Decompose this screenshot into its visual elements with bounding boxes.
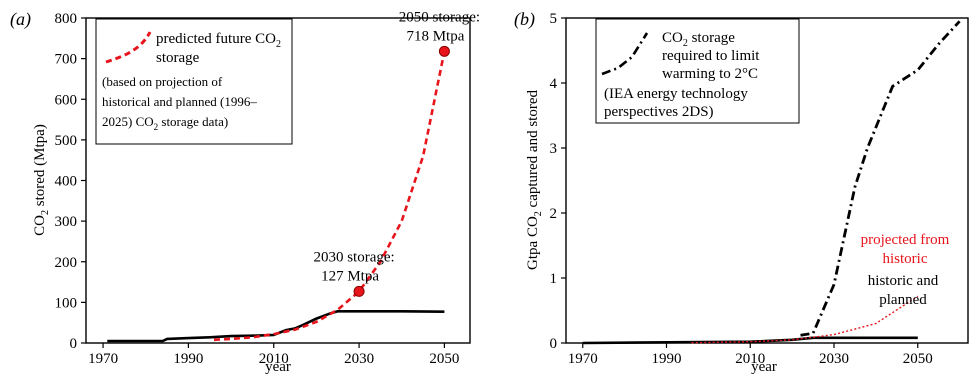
panel-b-series-historic-and-planned — [582, 336, 918, 345]
annotation-point-2050 — [438, 45, 450, 57]
panel-b-series-labels: projected from historic historic and pla… — [861, 232, 950, 308]
panel-a-y-tick-label-200: 200 — [55, 255, 78, 271]
panel-b-y-tick-label-4: 4 — [550, 76, 558, 92]
panel-a-x-tick-label-1970: 1970 — [88, 351, 118, 367]
panel-a-y-tick-label-500: 500 — [55, 133, 78, 149]
a-ylabel-post: stored (Mtpa) — [32, 124, 48, 210]
panel-b-x-tick-label-2010: 2010 — [735, 351, 765, 367]
panel-a-legend: predicted future CO2 storage (based on p… — [95, 18, 293, 145]
panel-b-label: (b) — [514, 9, 535, 30]
panel-b: (b) Gtpa CO2 captured and stored year CO… — [514, 9, 969, 375]
b-ylabel-pre: Gtpa CO — [525, 216, 541, 270]
panel-a-y-tick-label-0: 0 — [70, 336, 78, 352]
panel-a-legend-box — [95, 18, 293, 145]
panel-a-y-tick-label-300: 300 — [55, 214, 78, 230]
panel-b-x-tick-label-2030: 2030 — [819, 351, 849, 367]
panel-b-y-tick-label-2: 2 — [550, 206, 558, 222]
panel-a-legend-note-line3: 2025) CO2 storage data) — [102, 114, 228, 132]
panel-b-y-tick-label-0: 0 — [550, 336, 558, 352]
panel-a-annotations: 2030 storage: 127 Mtpa 2050 storage: 718 Mt… — [313, 9, 480, 297]
panel-b-legend-note-line1: (IEA energy technology — [604, 86, 748, 102]
panel-a-legend-entry-line1: predicted future CO2 — [156, 31, 281, 50]
panel-a-legend-note-line2: historical and planned (1996– — [102, 94, 257, 109]
panel-a-legend-note-line1: (based on projection of — [102, 74, 223, 89]
projected-label-line1: projected from — [861, 232, 950, 248]
panel-a-legend-swatch — [105, 31, 152, 64]
panel-b-series-iea-2ds — [800, 20, 961, 337]
annotation-point-2030 — [353, 285, 365, 297]
panel-b-legend-note-line2: perspectives 2DS) — [604, 104, 714, 120]
annotation-2050-line2: 718 Mtpa — [406, 28, 464, 44]
b-legend-1-post: storage — [688, 30, 735, 46]
panel-a-series — [107, 51, 446, 343]
panel-b-y-tick-label-1: 1 — [550, 271, 558, 287]
panel-a-y-tick-label-800: 800 — [55, 11, 78, 27]
panel-b-plot-frame — [565, 17, 969, 344]
panel-b-y-axis-title: Gtpa CO2 captured and stored — [525, 90, 544, 270]
panel-a-y-tick-label-100: 100 — [55, 295, 78, 311]
annotation-2030-line1: 2030 storage: — [313, 249, 394, 265]
panel-b-x-axis-title: year — [751, 359, 777, 375]
panel-a-x-tick-label-2030: 2030 — [344, 351, 374, 367]
panel-b-series-projected — [691, 295, 919, 344]
panel-a-x-axis-title: year — [265, 359, 291, 375]
panel-b-y-tick-label-3: 3 — [550, 141, 558, 157]
panel-a: (a) CO2 stored (Mtpa) year predicted fut… — [10, 9, 480, 375]
panel-a-x-tick-label-2010: 2010 — [259, 351, 289, 367]
panel-a-y-tick-label-400: 400 — [55, 174, 78, 190]
b-ylabel-sub: 2 — [533, 211, 544, 216]
a-note-3-sub: 2 — [154, 122, 159, 132]
historic-label-line2: planned — [879, 292, 927, 308]
b-legend-1-sub: 2 — [683, 38, 688, 49]
b-ylabel-post: captured and stored — [525, 90, 541, 212]
panel-b-series — [582, 20, 961, 345]
annotation-2050-line1: 2050 storage: — [399, 9, 480, 25]
panel-a-ticks: 1970 1990 2010 2030 2050 0 100 200 300 400 500 600 7… — [55, 11, 460, 367]
panel-b-x-tick-label-1970: 1970 — [568, 351, 598, 367]
panel-a-series-projection — [213, 51, 446, 342]
panel-b-legend-swatch — [601, 32, 649, 76]
panel-b-legend: CO2 storage required to limit warming to… — [595, 18, 800, 124]
panel-b-y-tick-label-5: 5 — [550, 11, 558, 27]
panel-a-series-historical-and-planned — [107, 309, 445, 343]
panel-b-legend-entry-line1: CO2 storage — [662, 30, 735, 49]
panel-a-legend-entry-line2: storage — [156, 50, 200, 66]
b-legend-1-pre: CO — [662, 30, 683, 46]
panel-b-x-tick-label-2050: 2050 — [903, 351, 933, 367]
panel-a-y-tick-label-600: 600 — [55, 92, 78, 108]
panel-a-x-tick-label-2050: 2050 — [429, 351, 459, 367]
a-legend-1-pre: predicted future CO — [156, 31, 276, 47]
panel-b-ticks: 1970 1990 2010 2030 2050 0 1 2 3 4 5 — [550, 11, 933, 367]
historic-label-line1: historic and — [868, 273, 939, 289]
a-note-3-pre: 2025) CO — [102, 114, 154, 129]
projected-label-line2: historic — [883, 251, 928, 267]
a-ylabel-sub: 2 — [40, 210, 51, 215]
panel-b-legend-entry-line3: warming to 2°C — [662, 66, 758, 82]
panel-b-x-tick-label-1990: 1990 — [652, 351, 682, 367]
panel-a-y-axis-title: CO2 stored (Mtpa) — [32, 124, 51, 236]
a-legend-1-sub: 2 — [276, 39, 281, 50]
panel-a-y-tick-label-700: 700 — [55, 52, 78, 68]
a-ylabel-pre: CO — [32, 215, 48, 236]
panel-b-legend-entry-line2: required to limit — [662, 48, 760, 64]
panel-a-x-tick-label-1990: 1990 — [173, 351, 203, 367]
panel-a-label: (a) — [10, 9, 31, 30]
a-note-3-post: storage data) — [158, 114, 228, 129]
panel-b-legend-box — [595, 18, 800, 124]
annotation-2030-line2: 127 Mtpa — [321, 268, 379, 284]
